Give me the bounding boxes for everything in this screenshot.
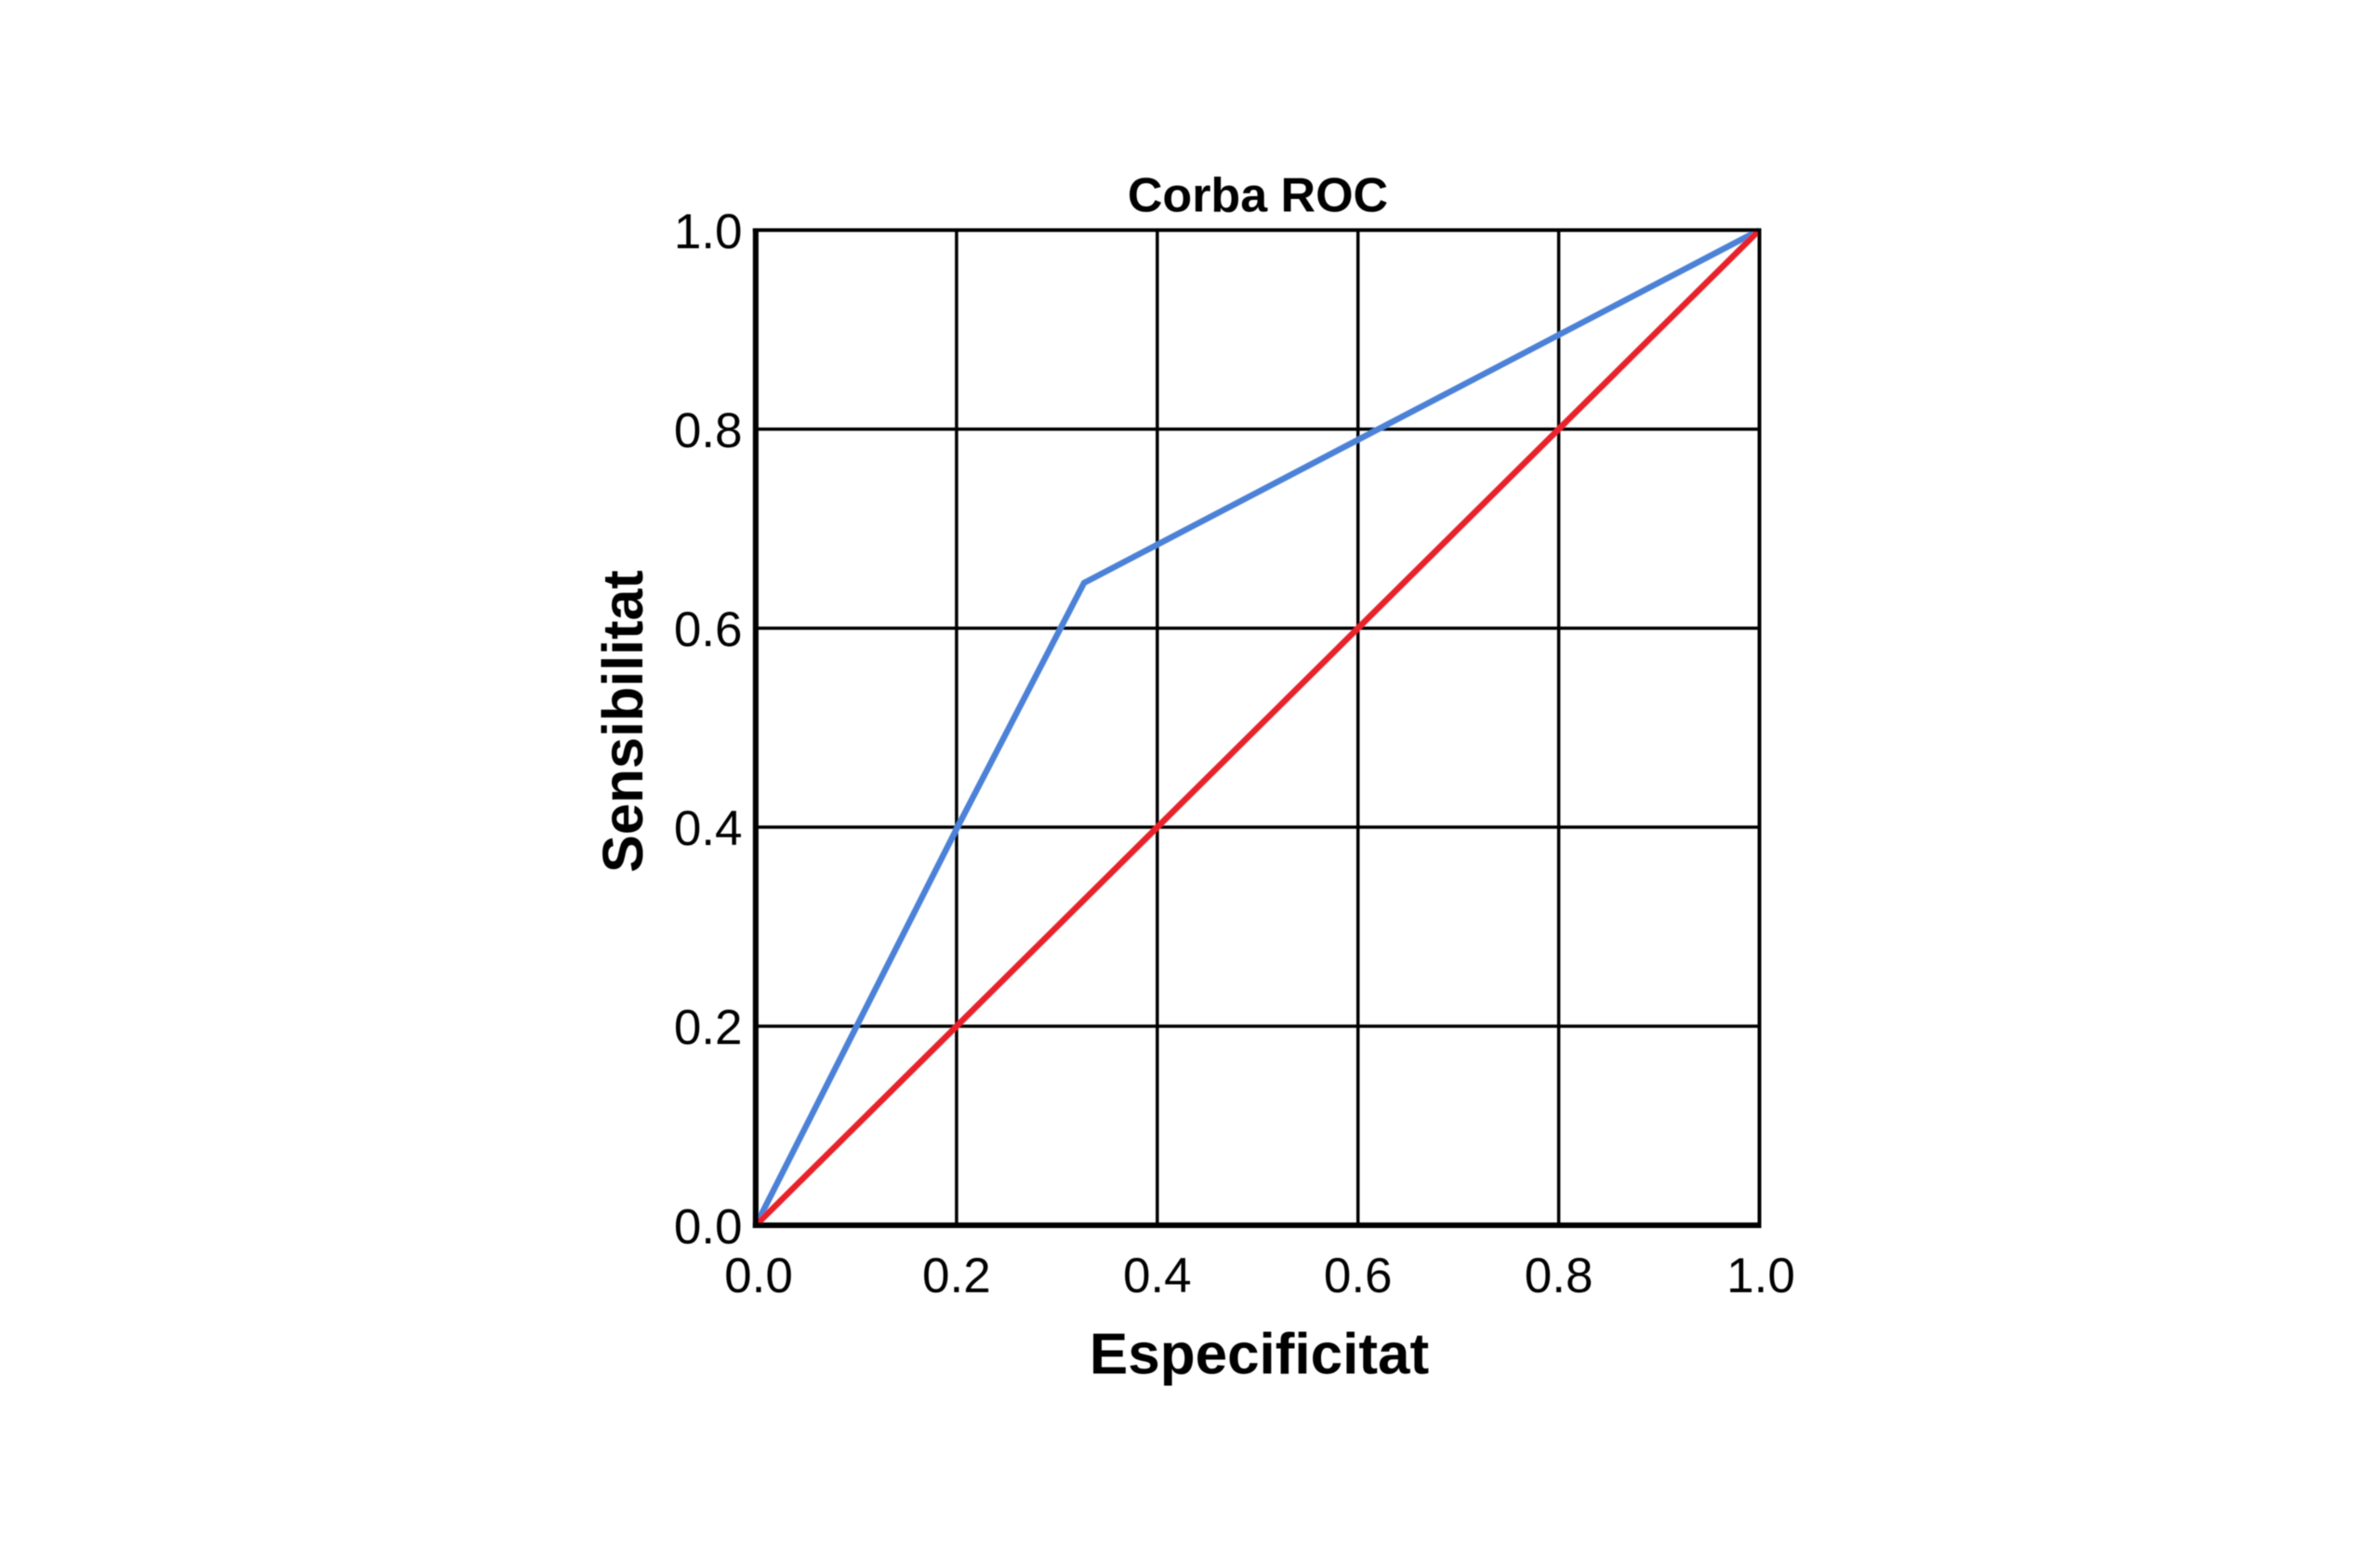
svg-text:0.4: 0.4	[674, 801, 743, 856]
svg-text:0.2: 0.2	[922, 1249, 991, 1303]
svg-text:1.0: 1.0	[674, 205, 743, 259]
svg-text:0.6: 0.6	[1324, 1249, 1393, 1303]
svg-text:0.8: 0.8	[674, 403, 743, 458]
svg-text:0.0: 0.0	[724, 1249, 793, 1303]
svg-text:1.0: 1.0	[1726, 1249, 1795, 1303]
svg-text:Corba ROC: Corba ROC	[1128, 169, 1388, 223]
svg-text:0.4: 0.4	[1123, 1249, 1192, 1303]
svg-text:0.0: 0.0	[674, 1199, 743, 1254]
svg-text:0.2: 0.2	[674, 1000, 743, 1055]
svg-text:0.6: 0.6	[674, 602, 743, 657]
svg-text:0.8: 0.8	[1525, 1249, 1593, 1303]
svg-text:Sensibilitat: Sensibilitat	[591, 570, 654, 872]
svg-text:Especificitat: Especificitat	[1090, 1323, 1429, 1387]
